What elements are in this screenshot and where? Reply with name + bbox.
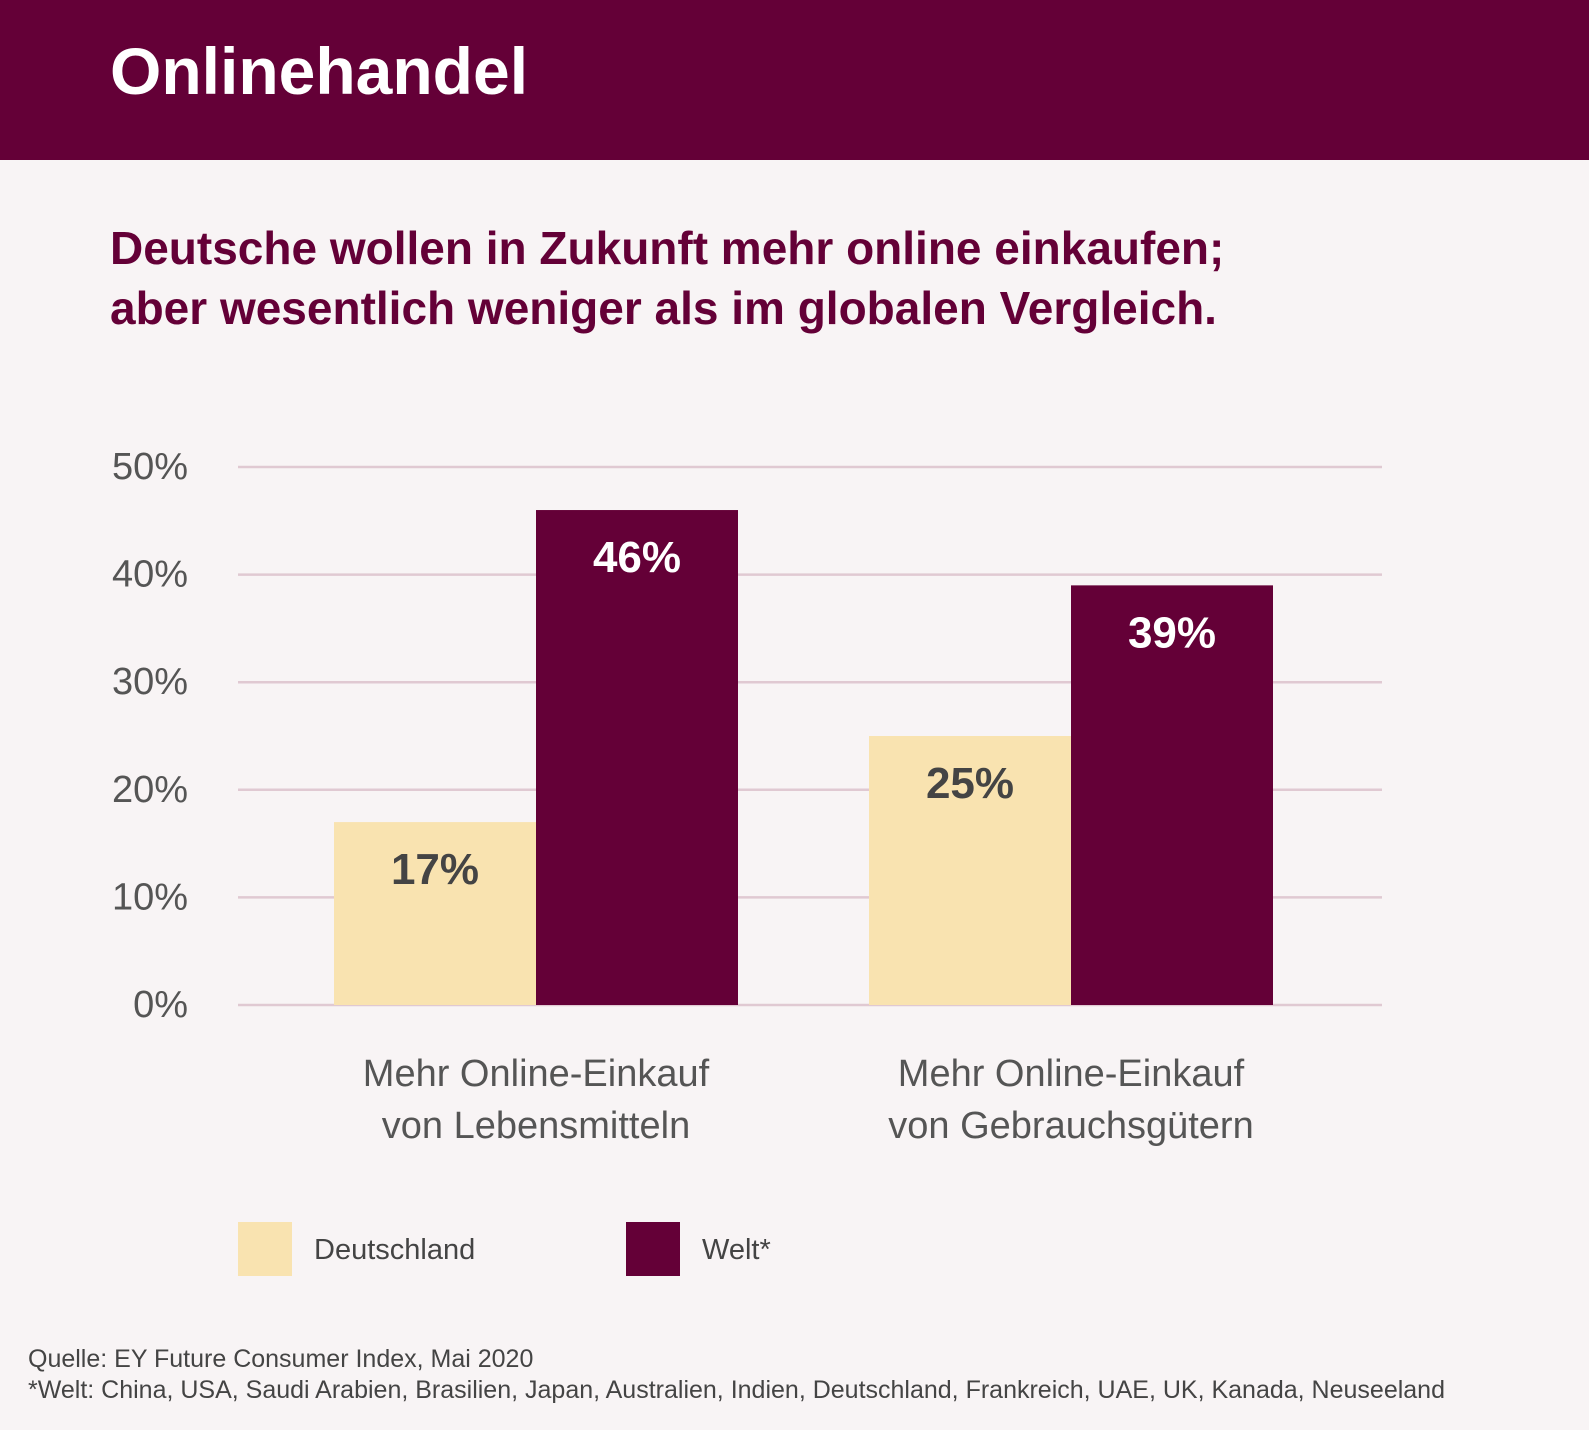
data-label: 25%: [926, 759, 1014, 808]
data-label: 46%: [593, 533, 681, 582]
y-tick-label: 50%: [112, 446, 188, 488]
data-label: 17%: [391, 845, 479, 894]
bar: [869, 736, 1071, 1005]
legend-label-welt: Welt*: [702, 1234, 771, 1266]
welt-definition-note: *Welt: China, USA, Saudi Arabien, Brasil…: [28, 1376, 1445, 1404]
bar: [334, 822, 536, 1005]
x-category-label: von Lebensmitteln: [382, 1105, 690, 1147]
legend-swatch-deutschland: [238, 1222, 292, 1276]
page-title: Onlinehandel: [110, 34, 529, 108]
y-tick-label: 10%: [112, 876, 188, 918]
bar-chart: 0% 10% 20% 30% 40% 50% 17% 46% Mehr Online-Einka…: [112, 446, 1382, 1147]
y-tick-label: 0%: [133, 984, 188, 1026]
y-tick-label: 30%: [112, 661, 188, 703]
bar: [1071, 585, 1273, 1005]
footnote: Quelle: EY Future Consumer Index, Mai 20…: [28, 1344, 1445, 1406]
subtitle-line-1: Deutsche wollen in Zukunft mehr online e…: [110, 222, 1225, 274]
subtitle-line-2: aber wesentlich weniger als im globalen …: [110, 282, 1217, 334]
y-tick-label: 40%: [112, 554, 188, 596]
bar: [536, 510, 738, 1005]
x-category-label: Mehr Online-Einkauf: [363, 1053, 710, 1095]
x-category-label: Mehr Online-Einkauf: [898, 1053, 1245, 1095]
chart-subtitle: Deutsche wollen in Zukunft mehr online e…: [110, 218, 1510, 338]
x-category-label: von Gebrauchsgütern: [888, 1105, 1253, 1147]
legend-label-deutschland: Deutschland: [314, 1234, 476, 1266]
data-label: 39%: [1128, 608, 1216, 657]
header-banner: Onlinehandel: [0, 0, 1589, 160]
y-tick-label: 20%: [112, 769, 188, 811]
legend-swatch-welt: [626, 1222, 680, 1276]
source-note: Quelle: EY Future Consumer Index, Mai 20…: [28, 1345, 534, 1373]
